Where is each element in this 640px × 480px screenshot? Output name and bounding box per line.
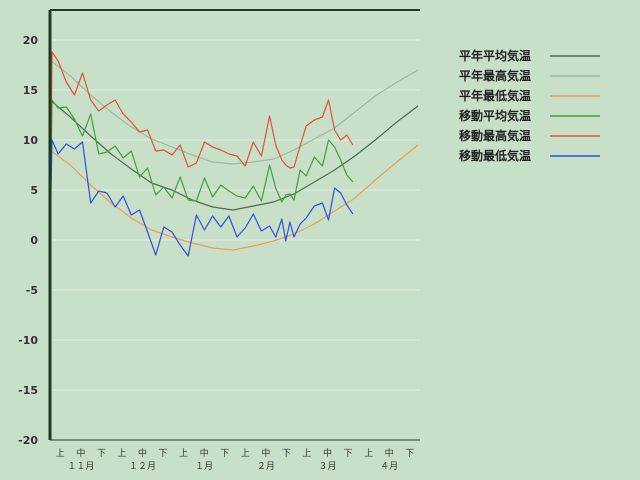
x-tick-label: 上 bbox=[56, 448, 65, 459]
month-label: １月 bbox=[195, 461, 213, 472]
x-tick-label: 中 bbox=[76, 447, 85, 459]
x-tick-label: 上 bbox=[364, 448, 373, 459]
x-tick-label: 中 bbox=[200, 447, 209, 459]
y-tick-label: -20 bbox=[18, 434, 38, 447]
x-tick-label: 下 bbox=[405, 449, 414, 459]
y-tick-label: -10 bbox=[18, 334, 38, 347]
legend-label: 移動最高気温 bbox=[459, 128, 531, 143]
y-tick-label: 15 bbox=[23, 84, 38, 97]
month-label: １２月 bbox=[129, 461, 156, 472]
x-tick-label: 中 bbox=[261, 447, 270, 459]
legend-label: 移動平均気温 bbox=[459, 108, 531, 123]
y-tick-label: 10 bbox=[23, 134, 39, 147]
series-line bbox=[49, 51, 354, 241]
x-tick-label: 上 bbox=[302, 448, 311, 459]
x-tick-label: 中 bbox=[138, 447, 147, 459]
x-tick-label: 下 bbox=[344, 449, 353, 459]
legend-label: 平年平均気温 bbox=[459, 48, 531, 63]
x-axis-ticks: 上中下１１月上中下１２月上中下１月上中下２月上中下３月上中下４月 bbox=[56, 447, 414, 472]
series-line bbox=[49, 139, 354, 257]
grid bbox=[50, 39, 420, 441]
legend-label: 平年最高気温 bbox=[459, 68, 531, 83]
month-label: ３月 bbox=[318, 461, 336, 472]
series-line bbox=[49, 59, 419, 165]
x-tick-label: 下 bbox=[220, 449, 229, 459]
series-lines bbox=[49, 51, 419, 257]
x-tick-label: 中 bbox=[323, 447, 332, 459]
legend-label: 平年最低気温 bbox=[459, 88, 531, 103]
axes bbox=[48, 9, 420, 441]
x-tick-label: 中 bbox=[385, 447, 394, 459]
y-tick-label: -15 bbox=[18, 384, 38, 397]
x-tick-label: 上 bbox=[179, 448, 188, 459]
series-line bbox=[49, 99, 354, 241]
series-line bbox=[49, 144, 419, 251]
y-axis-ticks: 20 15 10 5 0 -5 -10 -15 -20 bbox=[18, 34, 38, 447]
x-tick-label: 上 bbox=[241, 448, 250, 459]
x-tick-label: 上 bbox=[117, 448, 126, 459]
x-tick-label: 下 bbox=[282, 449, 291, 459]
y-tick-label: -5 bbox=[26, 284, 38, 297]
x-tick-label: 下 bbox=[97, 449, 106, 459]
month-label: ４月 bbox=[380, 461, 398, 472]
month-label: ２月 bbox=[257, 461, 275, 472]
y-tick-label: 5 bbox=[30, 184, 38, 197]
series-line bbox=[49, 99, 419, 211]
y-tick-label: 0 bbox=[30, 234, 38, 247]
legend-label: 移動最低気温 bbox=[459, 148, 531, 163]
month-label: １１月 bbox=[67, 461, 94, 472]
x-tick-label: 下 bbox=[159, 449, 168, 459]
y-tick-label: 20 bbox=[23, 34, 39, 47]
